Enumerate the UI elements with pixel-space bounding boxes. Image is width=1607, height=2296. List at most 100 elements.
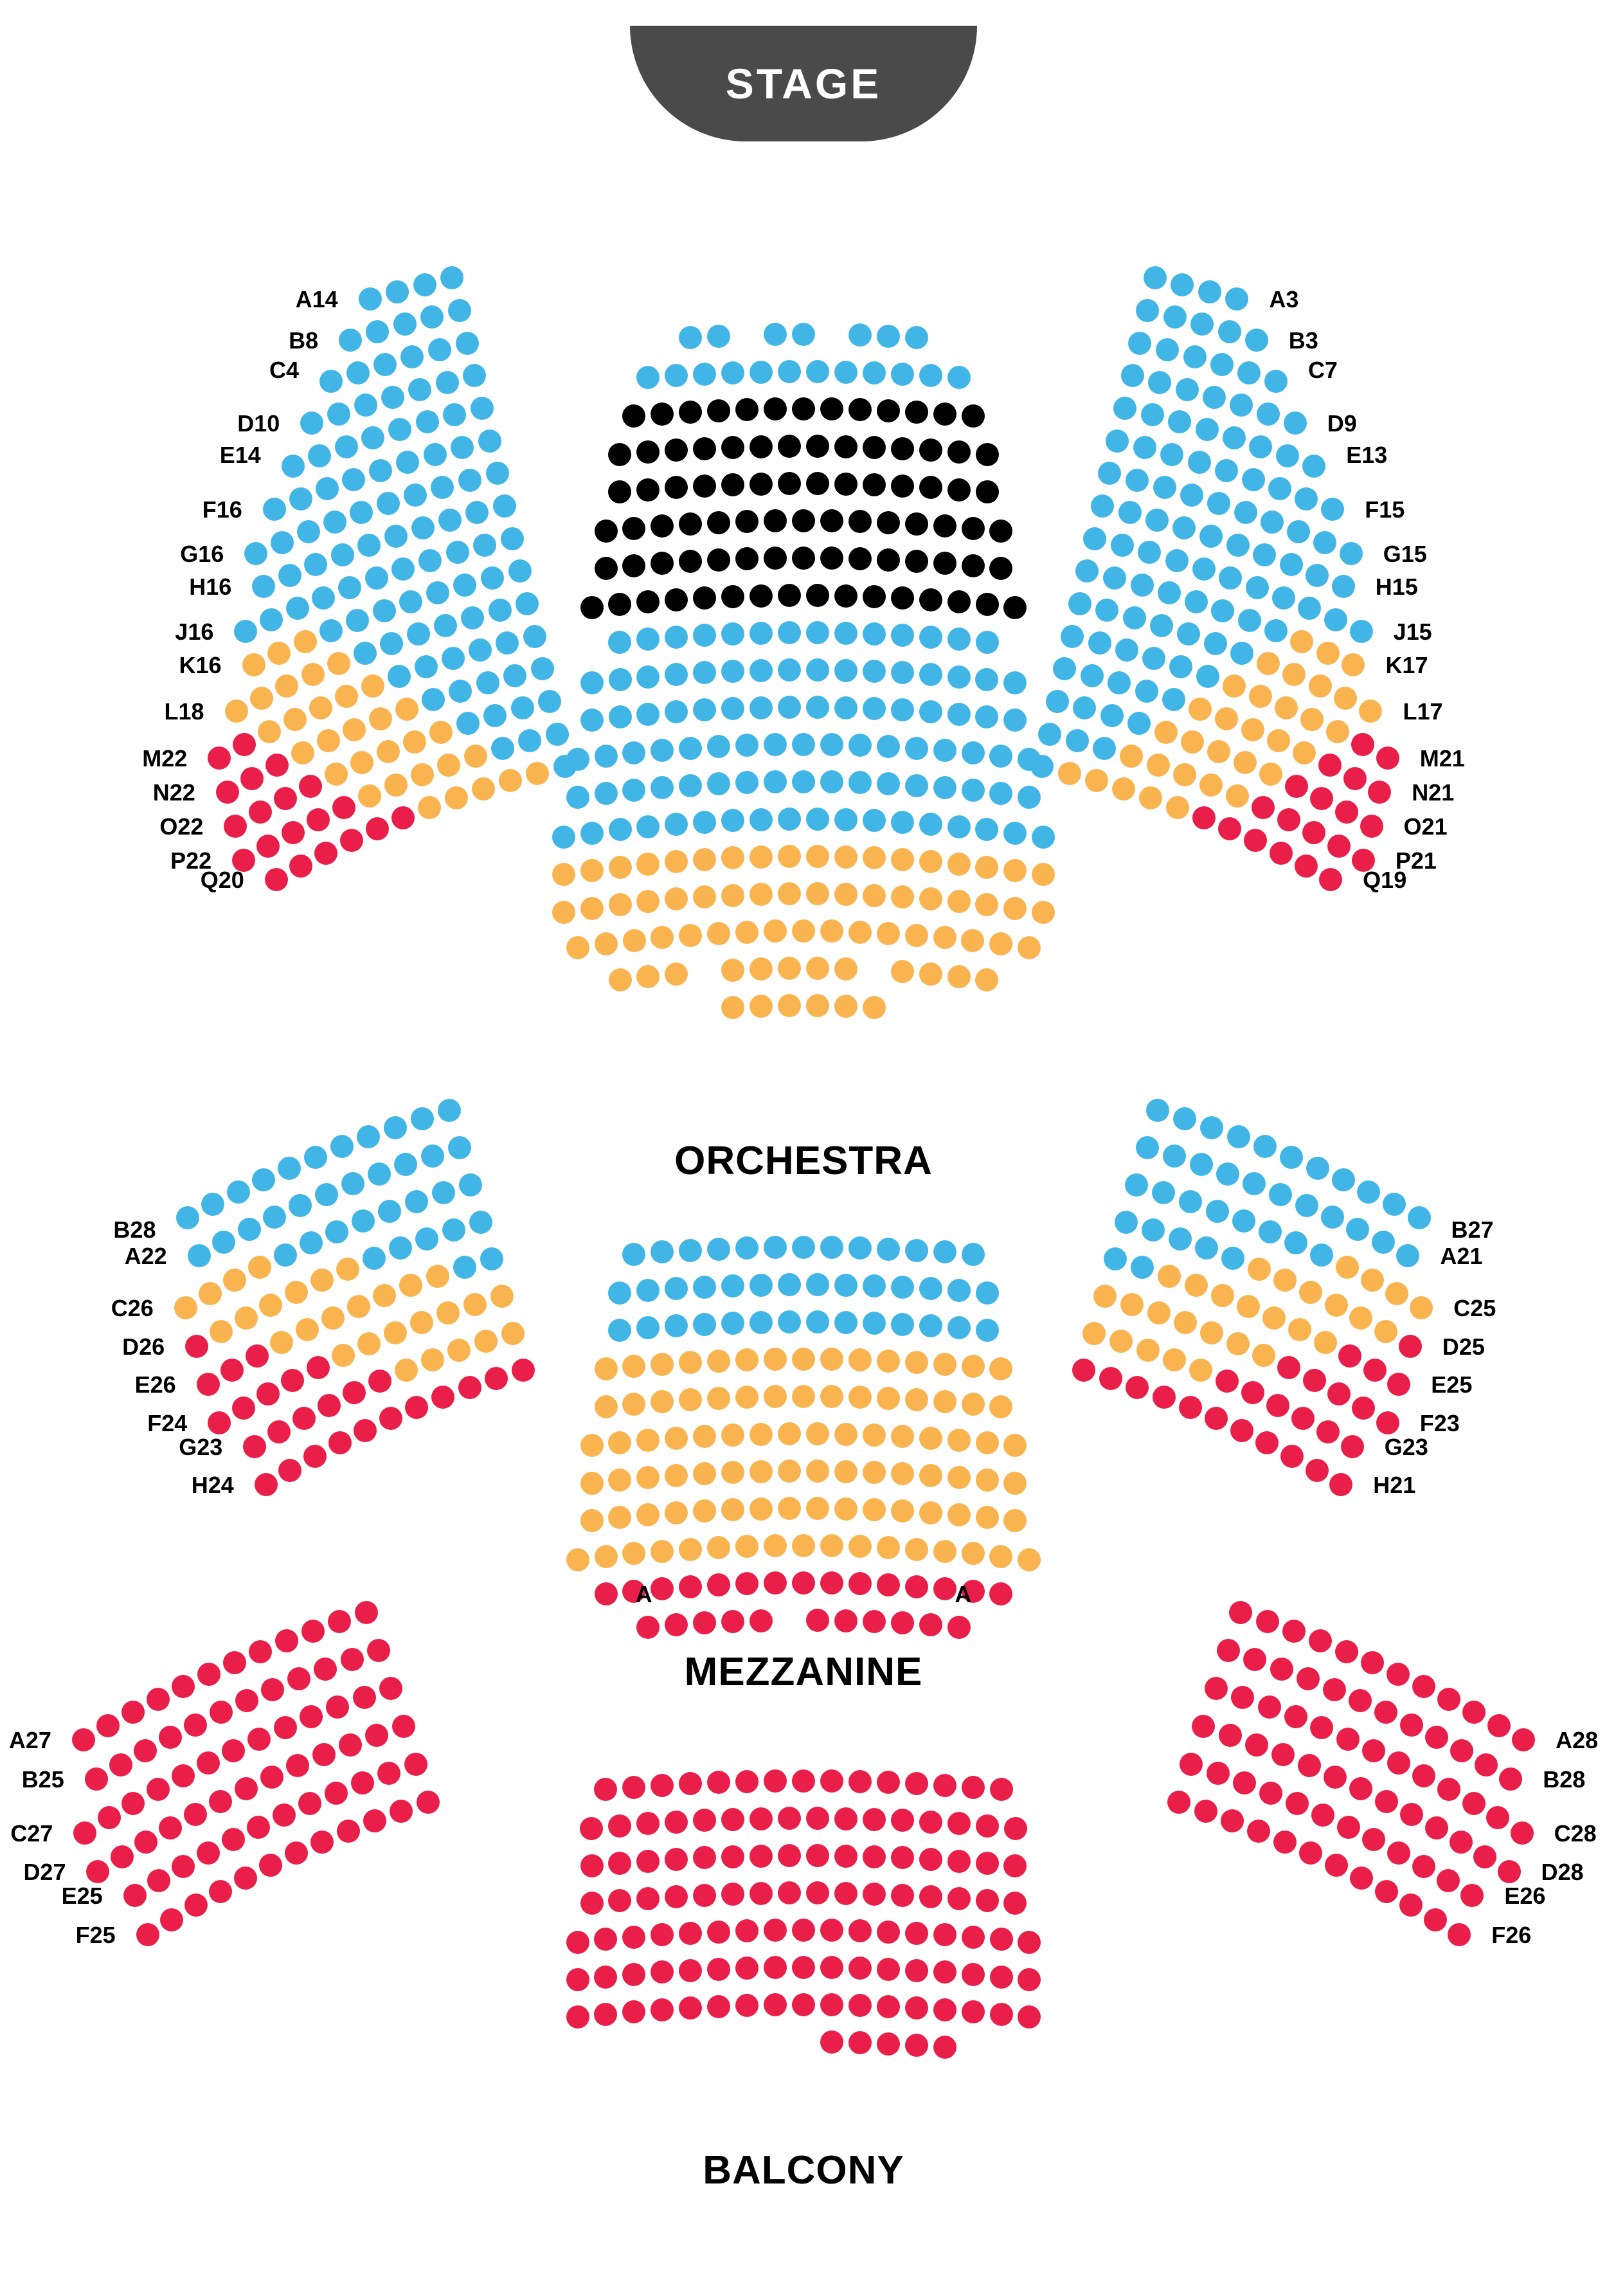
seat[interactable] — [421, 1144, 444, 1168]
seat[interactable] — [209, 1880, 232, 1903]
seat[interactable] — [665, 476, 688, 499]
seat[interactable] — [1115, 1211, 1138, 1234]
seat[interactable] — [210, 1701, 233, 1724]
seat[interactable] — [341, 1172, 364, 1195]
seat[interactable] — [300, 1705, 323, 1728]
seat[interactable] — [1136, 1136, 1159, 1159]
seat[interactable] — [707, 772, 730, 795]
seat[interactable] — [1306, 1459, 1329, 1482]
seat[interactable] — [395, 1359, 418, 1382]
seat[interactable] — [806, 808, 829, 831]
seat[interactable] — [358, 784, 381, 808]
seat[interactable] — [538, 690, 561, 713]
seat[interactable] — [622, 2000, 645, 2023]
seat[interactable] — [1286, 1792, 1309, 1815]
seat[interactable] — [976, 1469, 999, 1492]
seat[interactable] — [636, 1887, 660, 1910]
seat[interactable] — [1284, 411, 1307, 435]
seat[interactable] — [1387, 1841, 1410, 1865]
seat[interactable] — [1280, 553, 1303, 576]
seat[interactable] — [238, 1218, 261, 1241]
seat[interactable] — [1360, 815, 1383, 838]
seat[interactable] — [778, 360, 801, 383]
seat[interactable] — [1284, 1231, 1307, 1254]
seat[interactable] — [665, 813, 688, 836]
seat[interactable] — [1165, 549, 1189, 572]
seat[interactable] — [1450, 1739, 1473, 1762]
seat[interactable] — [975, 818, 998, 841]
seat[interactable] — [1287, 520, 1310, 543]
seat[interactable] — [1385, 1282, 1408, 1305]
seat[interactable] — [792, 323, 815, 346]
seat[interactable] — [806, 1609, 829, 1632]
seat[interactable] — [693, 698, 716, 721]
seat[interactable] — [707, 548, 730, 572]
seat[interactable] — [300, 411, 323, 435]
seat[interactable] — [1147, 1301, 1171, 1324]
seat[interactable] — [1275, 696, 1298, 719]
seat[interactable] — [580, 897, 604, 920]
seat[interactable] — [373, 1284, 396, 1307]
seat[interactable] — [651, 1774, 674, 1797]
seat[interactable] — [693, 1313, 716, 1336]
seat[interactable] — [976, 1852, 999, 1875]
seat[interactable] — [367, 1639, 390, 1662]
seat[interactable] — [1066, 729, 1089, 752]
seat[interactable] — [905, 1996, 928, 2020]
seat[interactable] — [240, 767, 264, 790]
seat[interactable] — [622, 1393, 645, 1416]
seat[interactable] — [1243, 1648, 1266, 1671]
seat[interactable] — [1341, 1435, 1364, 1458]
seat[interactable] — [877, 325, 900, 348]
seat[interactable] — [665, 1464, 688, 1487]
seat[interactable] — [693, 661, 716, 684]
seat[interactable] — [357, 1125, 380, 1148]
seat[interactable] — [1232, 1209, 1255, 1233]
seat[interactable] — [1144, 266, 1167, 289]
seat[interactable] — [249, 800, 272, 824]
seat[interactable] — [147, 1778, 170, 1801]
seat[interactable] — [1323, 1678, 1346, 1701]
seat[interactable] — [1282, 663, 1306, 686]
seat[interactable] — [707, 511, 730, 534]
seat[interactable] — [319, 619, 343, 642]
seat[interactable] — [453, 1256, 476, 1279]
seat[interactable] — [448, 299, 471, 322]
seat[interactable] — [962, 1393, 985, 1416]
seat[interactable] — [1285, 775, 1308, 798]
seat[interactable] — [1277, 808, 1300, 831]
seat[interactable] — [469, 1211, 492, 1234]
seat[interactable] — [848, 734, 872, 757]
seat[interactable] — [863, 1808, 886, 1831]
seat[interactable] — [432, 1181, 455, 1204]
seat[interactable] — [1194, 1800, 1217, 1823]
seat[interactable] — [1248, 1258, 1271, 1281]
seat[interactable] — [863, 1845, 886, 1868]
seat[interactable] — [891, 960, 914, 983]
seat[interactable] — [679, 1996, 702, 2020]
seat[interactable] — [407, 622, 430, 646]
seat[interactable] — [346, 609, 369, 632]
seat[interactable] — [223, 1651, 246, 1674]
seat[interactable] — [368, 1369, 391, 1393]
seat[interactable] — [501, 527, 524, 550]
seat[interactable] — [1168, 410, 1191, 433]
seat[interactable] — [1336, 1256, 1359, 1279]
seat[interactable] — [806, 1310, 829, 1333]
seat[interactable] — [636, 815, 660, 838]
seat[interactable] — [1302, 821, 1325, 844]
seat[interactable] — [1091, 494, 1114, 518]
seat[interactable] — [595, 745, 618, 768]
seat[interactable] — [289, 487, 312, 511]
seat[interactable] — [1448, 1923, 1471, 1946]
seat[interactable] — [315, 1183, 338, 1206]
seat[interactable] — [919, 963, 942, 986]
seat[interactable] — [1298, 597, 1321, 620]
seat[interactable] — [1123, 606, 1146, 629]
seat[interactable] — [1163, 1348, 1186, 1371]
seat[interactable] — [566, 1968, 589, 1991]
seat[interactable] — [1295, 487, 1318, 511]
seat[interactable] — [265, 868, 288, 891]
seat[interactable] — [1118, 501, 1142, 524]
seat[interactable] — [806, 696, 829, 719]
